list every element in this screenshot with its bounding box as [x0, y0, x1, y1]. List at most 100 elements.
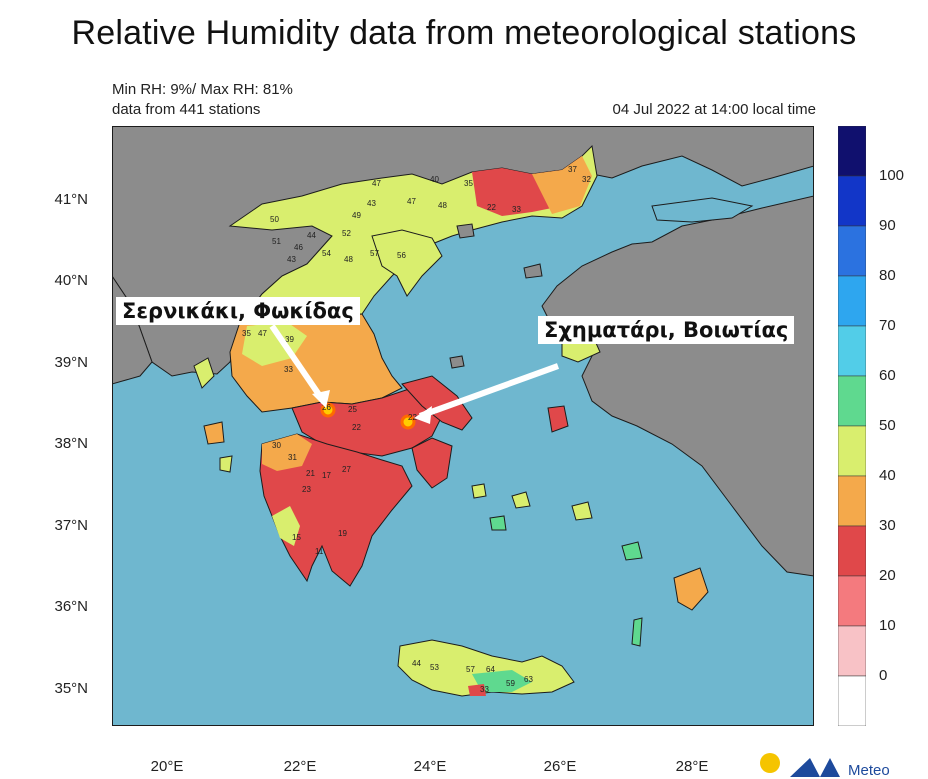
colorbar-segment [838, 625, 866, 677]
colorbar-segment [838, 525, 866, 577]
cyclades-island [489, 515, 507, 531]
station-value: 48 [344, 255, 353, 264]
colorbar-label: 50 [879, 417, 896, 434]
station-value: 44 [307, 231, 316, 240]
station-value: 49 [352, 211, 361, 220]
lat-label: 35°N [54, 680, 88, 697]
station-value: 22 [408, 413, 417, 422]
limnos-island [523, 263, 543, 279]
rhodes-island [673, 567, 709, 611]
logo-text: Meteo [848, 762, 890, 779]
cyclades-island [471, 483, 487, 499]
station-value: 21 [306, 469, 315, 478]
lat-label: 36°N [54, 598, 88, 615]
station-value: 30 [272, 441, 281, 450]
lat-label: 41°N [54, 191, 88, 208]
date-time-text: 04 Jul 2022 at 14:00 local time [612, 101, 816, 118]
colorbar-label: 0 [879, 667, 888, 684]
colorbar-label: 90 [879, 217, 896, 234]
colorbar-segment [838, 575, 866, 627]
lon-label: 20°E [150, 758, 184, 775]
cyclades-island [571, 501, 593, 521]
station-value: 47 [372, 179, 381, 188]
callout-arrows [269, 324, 560, 424]
dodecanese-island [621, 541, 643, 561]
colorbar-segment [838, 225, 866, 277]
colorbar-label: 10 [879, 617, 896, 634]
thrace-east-zone [532, 156, 592, 214]
lat-label: 37°N [54, 517, 88, 534]
station-value: 33 [284, 365, 293, 374]
station-value: 32 [582, 175, 591, 184]
thassos-island [456, 223, 475, 239]
station-value: 51 [272, 237, 281, 246]
crete-dry-spot [468, 684, 486, 696]
attica-region [411, 437, 453, 489]
colorbar-segment [838, 675, 866, 726]
lat-label: 39°N [54, 354, 88, 371]
station-value: 11 [315, 547, 324, 556]
chalkidiki-region [371, 229, 443, 297]
logo-sun-icon [760, 753, 780, 773]
colorbar-segment [838, 375, 866, 427]
achaia-zone [262, 434, 312, 471]
station-value: 56 [397, 251, 406, 260]
colorbar-label: 20 [879, 567, 896, 584]
colorbar-label: 30 [879, 517, 896, 534]
cyclades-island [511, 491, 531, 509]
station-value: 25 [348, 405, 357, 414]
station-value: 63 [524, 675, 533, 684]
meteo-logo [760, 753, 840, 777]
station-value: 33 [512, 205, 521, 214]
lon-label: 26°E [543, 758, 577, 775]
station-value: 53 [430, 663, 439, 672]
station-value: 23 [302, 485, 311, 494]
lon-label: 22°E [283, 758, 317, 775]
sporades-island [449, 355, 465, 369]
station-value: 22 [352, 423, 361, 432]
chios-island [547, 405, 569, 433]
marmara-sea [651, 197, 754, 223]
logo-mountain-icon [790, 758, 840, 777]
colorbar-segment [838, 126, 866, 177]
station-value: 52 [342, 229, 351, 238]
station-value: 15 [292, 533, 301, 542]
station-count-text: data from 441 stations [112, 101, 261, 118]
station-value: 43 [287, 255, 296, 264]
colorbar-label: 80 [879, 267, 896, 284]
colorbar-label: 60 [879, 367, 896, 384]
karpathos-island [631, 617, 643, 647]
right-arrowhead [414, 406, 432, 424]
colorbar-label: 40 [879, 467, 896, 484]
kefalonia-island [203, 421, 225, 445]
colorbar-segment [838, 425, 866, 477]
colorbar [838, 126, 866, 726]
station-value: 31 [288, 453, 297, 462]
min-max-rh-text: Min RH: 9%/ Max RH: 81% [112, 81, 293, 98]
colorbar-segment [838, 175, 866, 227]
station-value: 54 [322, 249, 331, 258]
station-value: 57 [466, 665, 475, 674]
lat-label: 40°N [54, 272, 88, 289]
station-value: 33 [480, 685, 489, 694]
callout-servikaki: Σερνικάκι, Φωκίδας [116, 297, 360, 325]
station-value: 19 [338, 529, 347, 538]
station-value: 47 [407, 197, 416, 206]
lon-label: 28°E [675, 758, 709, 775]
station-value: 26 [322, 403, 331, 412]
humidity-map: 47 49 43 47 40 35 48 52 22 33 37 32 50 51 44 46 43 54 48 56… [112, 126, 814, 726]
station-value: 46 [294, 243, 303, 252]
station-value: 35 [464, 179, 473, 188]
callout-schimatari: Σχηματάρι, Βοιωτίας [538, 316, 795, 344]
colorbar-label: 100 [879, 167, 905, 184]
station-values-layer: 47 49 43 47 40 35 48 52 22 33 37 32 50 51 44 46 43 54 48 56… [242, 165, 591, 694]
messinia-zone [272, 506, 300, 546]
left-arrowhead [312, 390, 330, 408]
station-value: 22 [487, 203, 496, 212]
fire-marker-schimatari [400, 414, 416, 430]
station-value: 35 [242, 329, 251, 338]
zakynthos-island [219, 455, 233, 473]
station-value: 57 [370, 249, 379, 258]
colorbar-segment [838, 325, 866, 377]
left-callout-arrow [269, 324, 327, 404]
